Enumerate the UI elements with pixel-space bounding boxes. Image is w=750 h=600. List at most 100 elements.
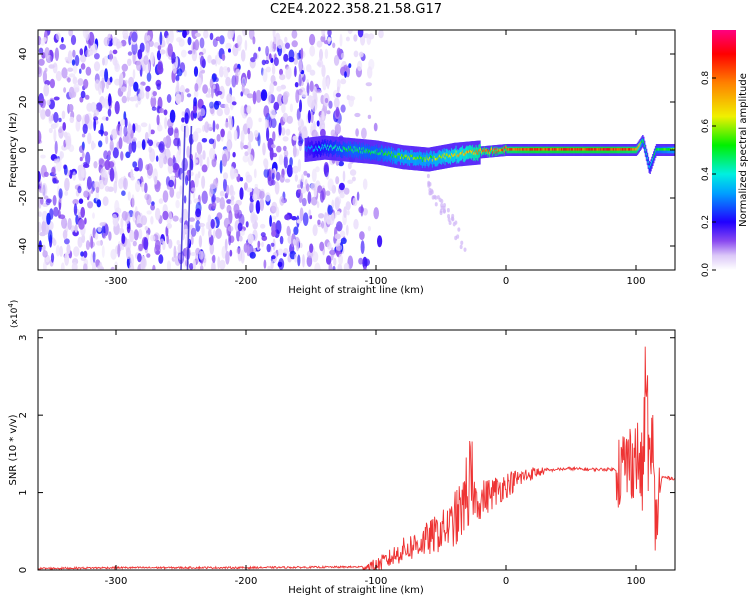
noise-blob: [198, 235, 203, 248]
noise-blob: [68, 73, 76, 78]
signal-core: [671, 148, 673, 151]
noise-blob: [137, 253, 142, 263]
noise-blob: [134, 167, 140, 172]
noise-blob: [38, 211, 42, 217]
noise-blob: [373, 207, 380, 220]
signal-core: [605, 148, 608, 151]
signal-core: [487, 151, 489, 154]
signal-core: [526, 148, 528, 151]
noise-blob: [156, 114, 160, 126]
signal-core: [336, 148, 338, 152]
signal-core: [631, 148, 633, 151]
signal-core: [358, 150, 360, 153]
tail-blob: [428, 187, 432, 193]
signal-core: [318, 145, 320, 148]
noise-blob: [244, 151, 249, 157]
tail-blob: [447, 217, 451, 222]
signal-core: [340, 149, 343, 153]
signal-core: [395, 154, 397, 158]
noise-blob: [271, 172, 275, 180]
noise-blob: [193, 89, 199, 98]
noise-blob: [282, 136, 289, 142]
noise-blob: [297, 139, 303, 147]
signal-core: [386, 153, 388, 157]
signal-core: [454, 153, 457, 156]
noise-blob: [272, 131, 276, 142]
tail-blob: [440, 205, 444, 210]
noise-blob: [59, 150, 63, 161]
signal-core: [305, 146, 307, 149]
noise-blob: [133, 94, 138, 102]
noise-blob: [224, 121, 230, 128]
noise-blob: [364, 258, 370, 266]
signal-core: [601, 148, 603, 151]
signal-core: [599, 148, 601, 151]
noise-blob: [230, 199, 235, 206]
noise-blob: [316, 120, 320, 127]
signal-core: [309, 147, 311, 150]
noise-blob: [265, 45, 269, 57]
noise-blob: [175, 93, 182, 105]
noise-blob: [336, 221, 343, 232]
noise-blob: [137, 49, 143, 60]
signal-core: [564, 148, 567, 151]
noise-blob: [362, 208, 368, 216]
signal-core: [390, 153, 392, 157]
noise-blob: [79, 68, 82, 74]
signal-core: [625, 148, 628, 151]
noise-blob: [61, 110, 66, 120]
noise-blob: [115, 171, 118, 184]
signal-core: [344, 147, 346, 150]
signal-core: [505, 145, 508, 149]
signal-core: [396, 156, 398, 159]
signal-core: [503, 150, 506, 153]
noise-blob: [327, 178, 334, 191]
signal-core: [513, 148, 516, 151]
signal-core: [523, 148, 526, 151]
noise-blob: [80, 251, 84, 257]
signal-core: [486, 149, 488, 152]
signal-core: [633, 148, 636, 151]
signal-core: [588, 148, 590, 151]
signal-core: [463, 153, 466, 157]
noise-blob: [267, 265, 272, 270]
noise-blob: [176, 239, 180, 246]
noise-blob: [193, 97, 198, 107]
snr-y-tick-label: 3: [18, 335, 29, 341]
noise-blob: [334, 233, 341, 240]
snr-y-ticks: 0 1 2 3: [18, 335, 675, 573]
noise-blob: [170, 175, 176, 181]
signal-core: [320, 146, 323, 150]
signal-core: [499, 148, 501, 152]
noise-blob: [237, 247, 241, 255]
noise-blob: [201, 175, 206, 189]
noise-blob: [72, 49, 76, 58]
noise-blob: [68, 30, 74, 37]
noise-blob: [38, 170, 41, 183]
noise-blob: [38, 47, 44, 54]
noise-blob: [334, 123, 341, 135]
noise-blob: [276, 85, 282, 92]
noise-blob: [94, 53, 100, 60]
noise-blob: [104, 185, 110, 192]
signal-core: [393, 154, 396, 158]
noise-blob: [271, 215, 277, 220]
noise-blob: [261, 241, 264, 248]
noise-blob: [154, 175, 158, 185]
signal-core: [423, 157, 426, 160]
noise-blob: [61, 67, 68, 79]
signal-core: [641, 140, 643, 143]
noise-blob: [127, 51, 133, 56]
noise-blob: [54, 47, 60, 61]
noise-blob: [64, 177, 70, 192]
noise-blob: [247, 141, 252, 155]
signal-core: [447, 154, 449, 157]
noise-blob: [38, 104, 42, 114]
noise-blob: [246, 244, 251, 257]
noise-blob: [349, 169, 357, 176]
noise-blob: [240, 130, 245, 143]
noise-blob: [61, 36, 64, 43]
signal-core: [583, 148, 586, 151]
noise-blob: [145, 89, 150, 100]
snr-x-ticks: -300 -200 -100 0 100: [105, 330, 646, 587]
